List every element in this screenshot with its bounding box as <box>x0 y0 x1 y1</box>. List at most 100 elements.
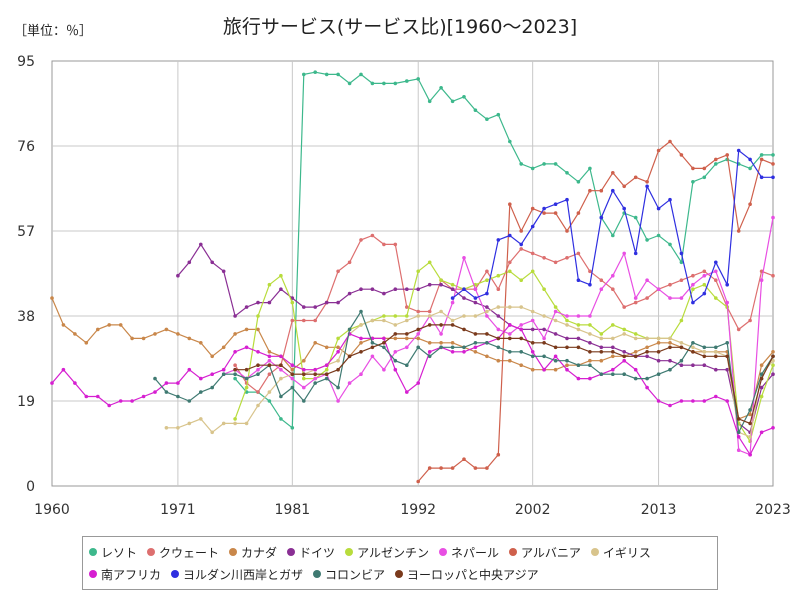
series-12 <box>233 323 775 426</box>
data-point <box>691 399 695 403</box>
data-point <box>267 390 272 394</box>
data-point <box>691 300 695 305</box>
data-point <box>553 318 558 323</box>
data-point <box>622 358 626 363</box>
x-tick-label: 2013 <box>641 502 677 518</box>
data-point <box>485 354 489 359</box>
y-tick-label: 0 <box>26 479 35 495</box>
data-point <box>576 251 581 256</box>
data-point <box>290 426 295 430</box>
data-point <box>473 466 478 470</box>
data-point <box>416 327 421 332</box>
data-point <box>405 287 409 292</box>
data-point <box>565 318 569 323</box>
data-point <box>416 479 421 484</box>
legend-marker <box>313 570 322 578</box>
legend-marker <box>345 548 354 556</box>
data-point <box>256 372 260 377</box>
data-point <box>599 350 604 354</box>
legend-label: ヨーロッパと中央アジア <box>407 567 539 582</box>
data-point <box>244 345 249 350</box>
data-point <box>588 358 592 363</box>
data-point <box>702 399 707 403</box>
data-point <box>588 166 592 171</box>
data-point <box>759 430 764 435</box>
data-point <box>599 372 604 377</box>
data-point <box>233 372 237 377</box>
data-point <box>427 99 432 104</box>
data-point <box>496 238 501 242</box>
data-point <box>553 305 558 309</box>
data-point <box>530 367 535 372</box>
data-point <box>748 421 752 426</box>
x-tick-label: 1971 <box>160 502 196 518</box>
data-point <box>176 394 180 399</box>
legend-marker <box>287 548 296 556</box>
data-point <box>565 171 569 175</box>
data-point <box>725 341 729 345</box>
data-point <box>187 421 192 426</box>
data-point <box>462 287 466 292</box>
data-point <box>382 367 386 372</box>
data-point <box>382 291 386 296</box>
data-point <box>530 354 535 359</box>
data-point <box>313 305 318 309</box>
data-point <box>164 327 169 332</box>
data-point <box>748 166 752 171</box>
data-point <box>530 251 535 256</box>
data-point <box>576 363 581 368</box>
data-point <box>485 332 489 336</box>
data-point <box>622 350 626 354</box>
data-point <box>679 296 684 300</box>
data-point <box>382 318 386 323</box>
data-point <box>221 367 226 372</box>
data-point <box>313 381 318 385</box>
data-point <box>588 376 592 381</box>
data-point <box>691 345 695 350</box>
data-point <box>656 233 661 238</box>
data-point <box>496 452 501 457</box>
data-point <box>210 260 214 265</box>
legend-item: コロンビア <box>313 563 385 585</box>
data-point <box>416 332 421 336</box>
legend-item: ネパール <box>438 541 499 563</box>
data-point <box>324 376 329 381</box>
data-point <box>508 323 512 327</box>
series-line <box>234 261 774 443</box>
data-point <box>290 367 295 372</box>
data-point <box>279 394 283 399</box>
data-point <box>530 350 535 354</box>
data-point <box>530 224 535 229</box>
data-point <box>633 354 638 359</box>
data-point <box>485 305 489 309</box>
data-point <box>714 345 718 350</box>
data-point <box>221 345 226 350</box>
y-tick-label: 57 <box>17 224 35 240</box>
data-point <box>588 332 592 336</box>
data-point <box>496 287 501 292</box>
data-point <box>164 390 169 394</box>
data-point <box>748 202 752 206</box>
data-point <box>622 305 626 309</box>
data-point <box>656 372 661 377</box>
data-point <box>553 332 558 336</box>
data-point <box>565 323 569 327</box>
data-point <box>679 260 684 265</box>
data-point <box>714 162 718 166</box>
data-point <box>187 399 192 403</box>
data-point <box>439 345 443 350</box>
data-point <box>359 309 363 314</box>
data-point <box>279 367 283 372</box>
data-point <box>485 278 489 283</box>
data-point <box>771 175 775 180</box>
data-point <box>302 372 306 377</box>
data-point <box>359 350 363 354</box>
data-point <box>336 345 340 350</box>
data-point <box>519 327 523 332</box>
data-point <box>290 318 295 323</box>
data-point <box>199 341 203 345</box>
data-point <box>347 81 352 86</box>
y-tick-label: 38 <box>17 309 35 325</box>
data-point <box>462 345 466 350</box>
data-point <box>542 367 546 372</box>
